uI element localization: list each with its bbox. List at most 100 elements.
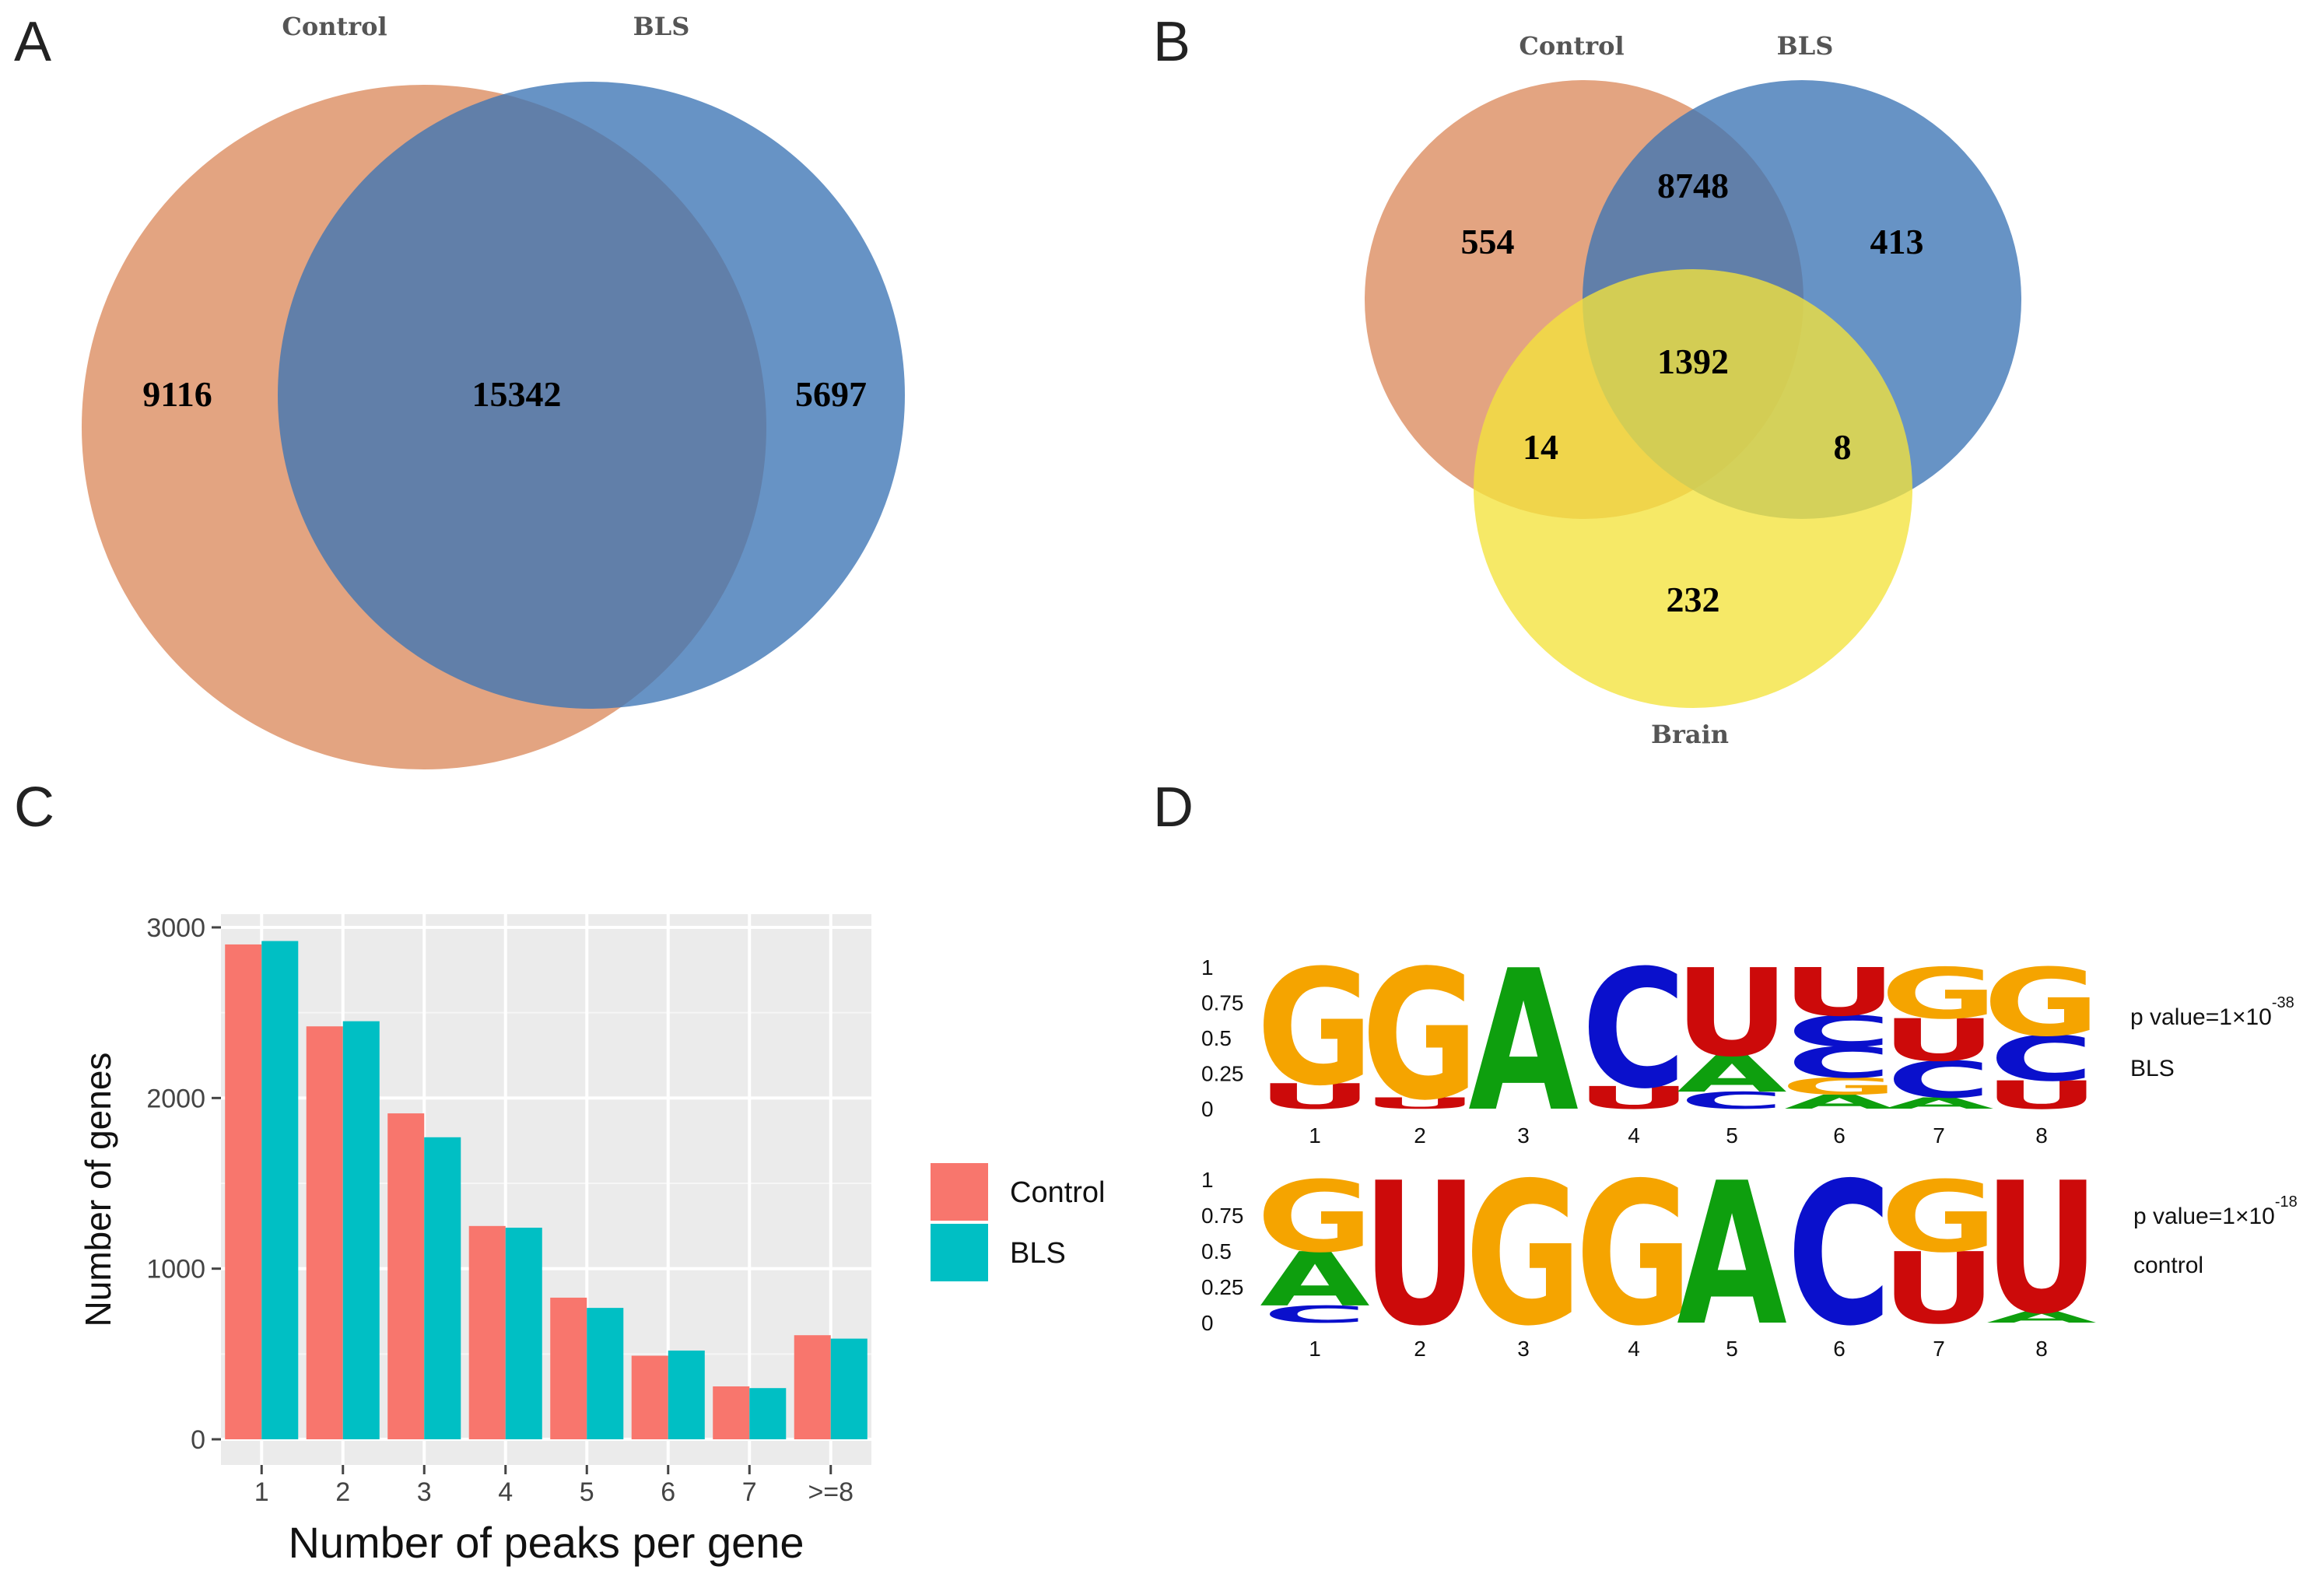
venn-b-bls-title: BLS — [1777, 31, 1834, 61]
logo-letter-c: C — [1887, 1051, 1991, 1109]
logo-letter-c: C — [1787, 1038, 1891, 1088]
logo-letter-g: G — [1465, 1141, 1582, 1368]
venn-b-brain-only-count: 232 — [1667, 580, 1720, 619]
logo-letter-g: G — [1576, 1141, 1692, 1368]
logo-letter-a: A — [1677, 1046, 1787, 1104]
venn-b-control-title: Control — [1519, 31, 1624, 61]
panel-label-c: C — [14, 776, 54, 839]
bar-bls-8 — [830, 1338, 868, 1439]
bar-legend: Control BLS — [931, 1163, 1106, 1281]
bar-x-tick-label: 6 — [661, 1477, 675, 1507]
venn-b-brain-circle — [1474, 269, 1912, 708]
logo-y-tick-label: 1 — [1201, 1168, 1214, 1192]
bar-x-tick-label: 1 — [254, 1477, 269, 1507]
legend-label-control: Control — [1010, 1176, 1106, 1209]
bar-x-tick-label: 3 — [417, 1477, 432, 1507]
bar-x-tick-label: 4 — [498, 1477, 513, 1507]
bar-x-tick-label: 2 — [335, 1477, 350, 1507]
venn-b-control-only-count: 554 — [1461, 222, 1515, 261]
logo-y-tick-label: 0.75 — [1201, 991, 1244, 1015]
venn-b-bls-brain-count: 8 — [1834, 427, 1852, 467]
logo-letter-u: U — [1362, 1141, 1478, 1368]
bar-x-tick-label: >=8 — [808, 1477, 854, 1507]
logo-bls-pvalue: p value=1×10-38 — [2130, 994, 2294, 1030]
venn-a-bls-circle — [278, 82, 905, 709]
logo-position-label: 7 — [1933, 1123, 1945, 1148]
logo-letter-c: C — [1989, 1023, 2094, 1095]
venn-a-overlap-count: 15342 — [472, 374, 562, 414]
logo-position-label: 5 — [1726, 1337, 1738, 1361]
venn-b-all-three-count: 1392 — [1657, 342, 1729, 381]
legend-swatch-bls — [931, 1224, 988, 1281]
venn-a-bls-only-count: 5697 — [795, 374, 867, 414]
venn-a-bls-title: BLS — [633, 12, 690, 41]
logo-y-tick-label: 0.5 — [1201, 1239, 1232, 1263]
logo-y-tick-label: 1 — [1201, 955, 1214, 979]
logo-letter-a: A — [1986, 1308, 2097, 1326]
logo-letter-c: C — [1787, 1141, 1891, 1368]
logo-letter-c: C — [1582, 936, 1686, 1125]
bar-control-8 — [794, 1335, 831, 1439]
logo-letter-a: A — [1884, 1094, 1994, 1112]
logo-letter-u: U — [1782, 954, 1898, 1031]
logo-letter-u: U — [1257, 1077, 1373, 1117]
logo-y-tick-label: 0.5 — [1201, 1026, 1232, 1050]
logo-y-tick-label: 0.75 — [1201, 1204, 1244, 1228]
logo-y-tick-label: 0.25 — [1201, 1062, 1244, 1086]
logo-letter-a: A — [1677, 1141, 1787, 1368]
bar-control-2 — [306, 1026, 343, 1439]
logo-position-label: 7 — [1933, 1337, 1945, 1361]
logo-control-pvalue: p value=1×10-18 — [2133, 1193, 2298, 1229]
venn-b-bls-only-count: 413 — [1870, 222, 1924, 261]
logo-position-label: 5 — [1726, 1123, 1738, 1148]
logo-letter-a: A — [1260, 1236, 1370, 1323]
logo-letter-u: U — [1984, 1073, 2100, 1118]
logo-position-label: 2 — [1414, 1123, 1426, 1148]
logo-letter-c: C — [1263, 1301, 1367, 1328]
venn-a-control-title: Control — [282, 12, 387, 41]
logo-letter-a: A — [1784, 1091, 1895, 1113]
logo-letter-g: G — [1362, 931, 1478, 1140]
logo-position-label: 4 — [1628, 1337, 1640, 1361]
bar-bls-1 — [261, 941, 299, 1439]
bar-y-axis-title: Number of genes — [78, 1053, 118, 1327]
panel-label-b: B — [1153, 11, 1190, 73]
logo-letter-g: G — [1881, 953, 1997, 1035]
bar-bls-2 — [342, 1021, 380, 1439]
bar-bls-6 — [668, 1350, 705, 1439]
logo-position-label: 6 — [1833, 1123, 1846, 1148]
logo-letter-g: G — [1257, 1161, 1373, 1275]
logo-y-tick-label: 0 — [1201, 1097, 1214, 1121]
bar-bls-3 — [424, 1137, 461, 1439]
logo-letter-u: U — [1881, 1007, 1997, 1074]
logo-letter-c: C — [1787, 1007, 1891, 1057]
logo-letter-u: U — [1881, 1232, 1997, 1347]
logo-letter-c: C — [1680, 1087, 1784, 1114]
venn-b-control-brain-count: 14 — [1523, 427, 1558, 467]
logo-letter-g: G — [1983, 949, 2100, 1057]
logo-position-label: 1 — [1309, 1123, 1321, 1148]
bar-control-4 — [468, 1225, 506, 1439]
panel-label-a: A — [14, 11, 51, 73]
logo-letter-a: A — [1468, 929, 1579, 1155]
logo-position-label: 2 — [1414, 1337, 1426, 1361]
logo-letter-g: G — [1781, 1073, 1898, 1100]
bar-y-tick-label: 3000 — [146, 913, 205, 943]
logo-position-label: 3 — [1517, 1337, 1530, 1361]
bar-control-1 — [225, 944, 262, 1439]
bar-x-tick-label: 5 — [580, 1477, 594, 1507]
bar-x-tick-label: 7 — [742, 1477, 757, 1507]
venn-b-brain-title: Brain — [1651, 720, 1729, 749]
logo-letter-g: G — [1257, 936, 1373, 1121]
logo-bls-pvalue-exponent: -38 — [2272, 994, 2294, 1011]
logo-letter-u: U — [1576, 1080, 1692, 1116]
venn-three-set: Control BLS Brain 554 8748 413 1392 14 8… — [1365, 31, 2021, 749]
logo-control-pvalue-exponent: -18 — [2275, 1193, 2298, 1211]
bar-bls-5 — [587, 1308, 624, 1439]
logo-letter-g: G — [1881, 1161, 1997, 1275]
logo-position-label: 1 — [1309, 1337, 1321, 1361]
